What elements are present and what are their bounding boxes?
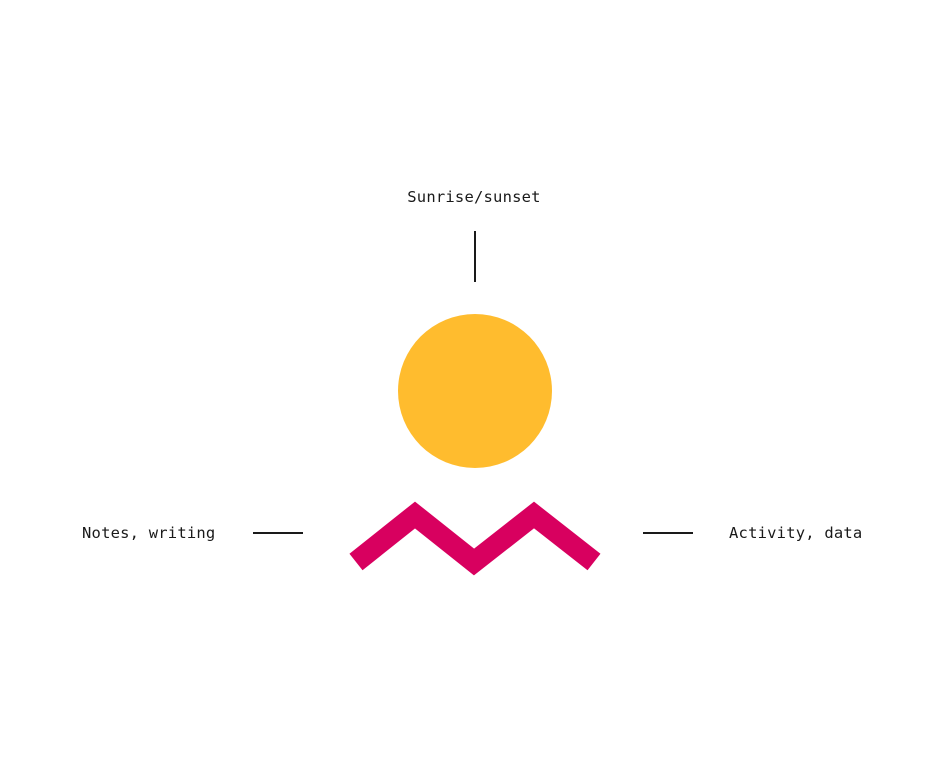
connector-right-line	[643, 532, 693, 534]
zigzag-wave-icon	[349, 501, 601, 576]
connector-left-line	[253, 532, 303, 534]
sun-circle-icon	[398, 314, 552, 468]
label-notes-writing: Notes, writing	[82, 524, 216, 542]
connector-top-line	[474, 231, 476, 282]
label-sunrise-sunset: Sunrise/sunset	[407, 188, 541, 206]
label-activity-data: Activity, data	[729, 524, 863, 542]
